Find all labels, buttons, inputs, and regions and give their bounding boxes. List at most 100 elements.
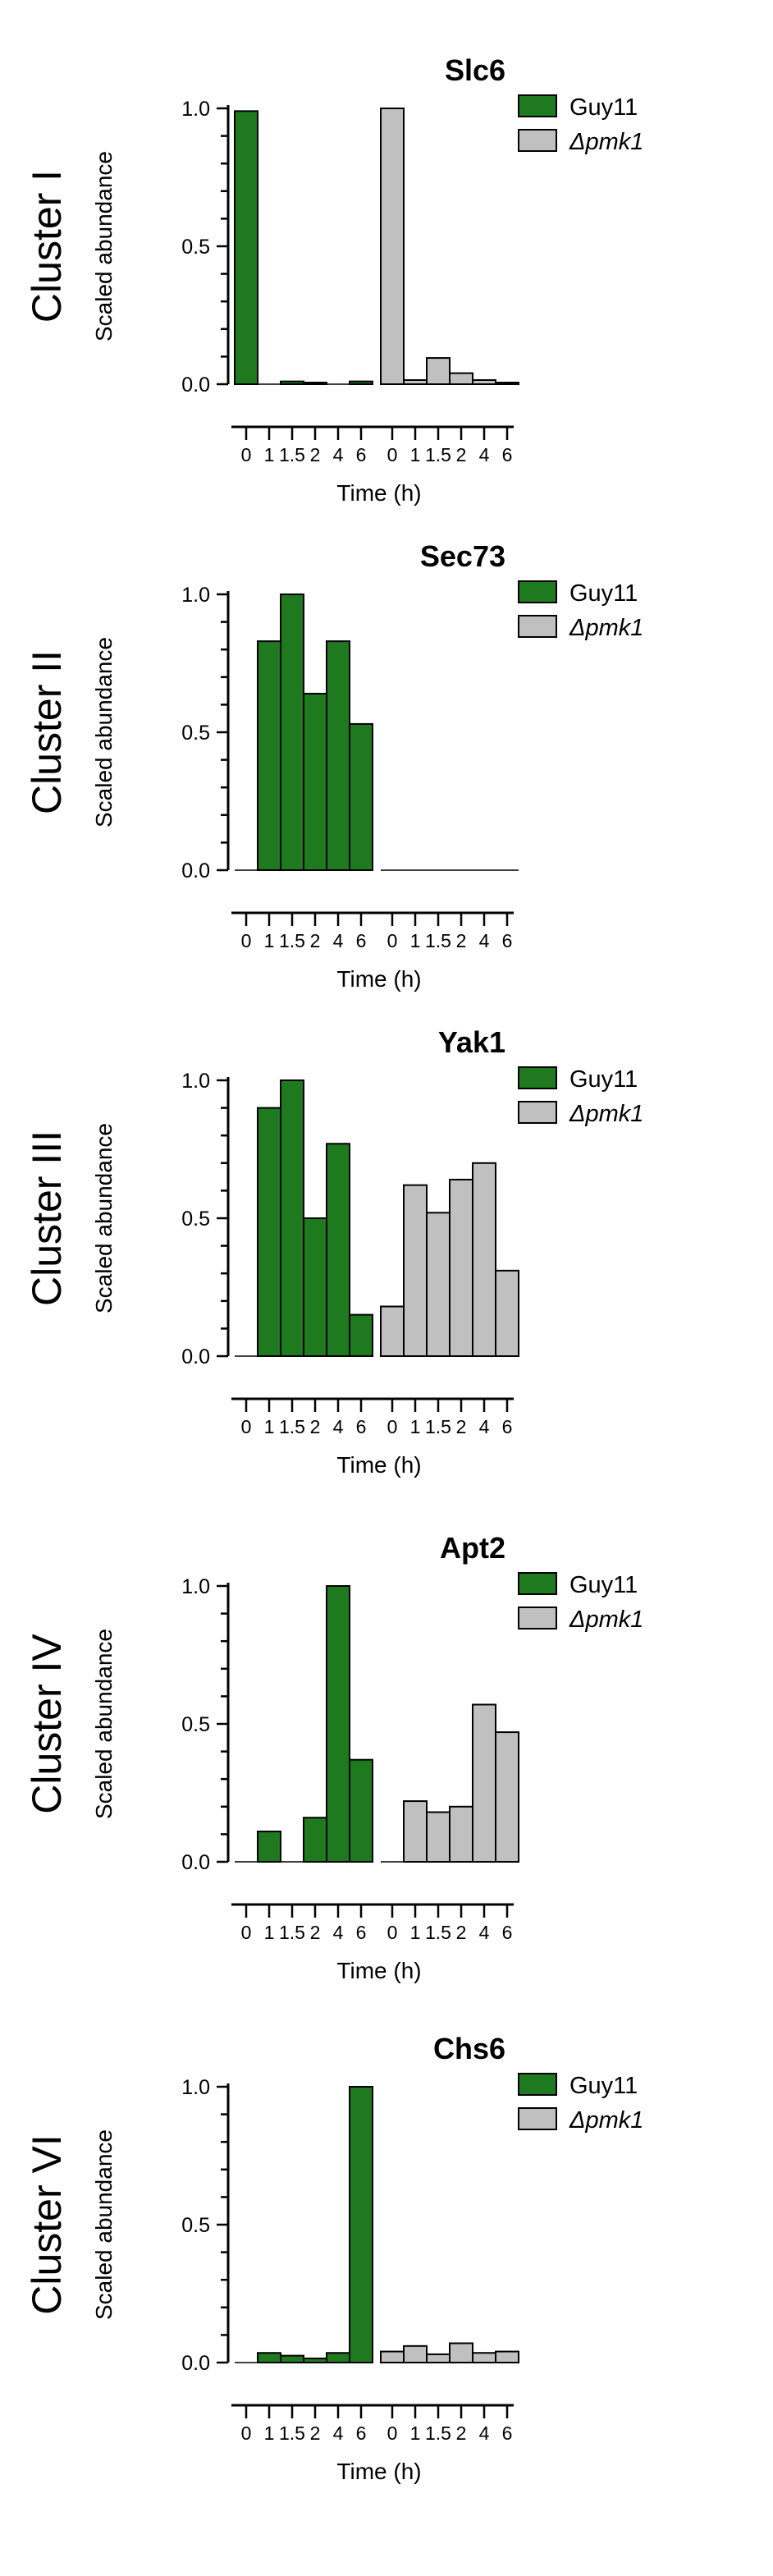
x-tick-label: 4: [479, 444, 490, 465]
bar-guy11-1: [257, 1107, 281, 1357]
chart-panel-5: Cluster VI Scaled abundance Chs6 0.0 0.5 1.0 0…: [24, 2032, 643, 2484]
bar-guy11-4: [326, 1585, 350, 1863]
bar-guy11-1.5: [280, 594, 304, 871]
bar-pmk1-2: [449, 1805, 473, 1863]
bar-guy11-2: [303, 2357, 327, 2363]
x-tick-label: 2: [310, 930, 321, 951]
bar-pmk1-1.5: [426, 2353, 451, 2364]
x-tick-label: 6: [502, 1416, 513, 1437]
y-tick-label: 0.0: [181, 374, 210, 396]
bar-guy11-4: [326, 1143, 350, 1357]
bar-guy11-2: [303, 1817, 327, 1863]
x-tick-label: 0: [387, 2422, 398, 2444]
x-tick-label: 2: [456, 1416, 467, 1437]
chart-panel-2: Cluster II Scaled abundance Sec73 0.0 0.5 1.0…: [24, 539, 643, 992]
x-tick-label: 0: [241, 1922, 252, 1943]
x-tick-label: 2: [310, 1416, 321, 1437]
x-tick-label: 2: [456, 444, 467, 465]
x-tick-label: 4: [479, 1922, 490, 1943]
x-axis-label: Time (h): [336, 966, 421, 992]
bar-guy11-4: [326, 640, 350, 871]
legend-swatch-pmk1: [518, 2107, 557, 2130]
x-tick-label: 1.5: [279, 1922, 305, 1943]
x-tick-label: 2: [456, 1922, 467, 1943]
bar-guy11-2: [303, 1217, 327, 1357]
x-tick-label: 1: [410, 444, 421, 465]
legend-label-pmk1: Δpmk1: [569, 1607, 643, 1633]
chart-title: Sec73: [420, 539, 505, 573]
bar-guy11-4: [326, 2352, 350, 2363]
x-tick-label: 4: [333, 930, 344, 951]
bar-guy11-2: [303, 692, 327, 871]
x-tick-label: 1.5: [279, 930, 305, 951]
y-tick-label: 1.0: [181, 2076, 210, 2099]
x-tick-label: 1: [410, 1416, 421, 1437]
x-tick-label: 6: [502, 444, 513, 465]
legend-swatch-guy11: [518, 580, 557, 603]
x-tick-label: 1.5: [425, 444, 451, 465]
chart-title: Yak1: [438, 1025, 505, 1059]
bar-guy11-1: [257, 2352, 281, 2363]
bar-guy11-6: [349, 1313, 373, 1358]
chart-panel-3: Cluster III Scaled abundance Yak1 0.0 0.5 1.0…: [24, 1025, 643, 1478]
x-axis-label: Time (h): [336, 2459, 421, 2484]
x-tick-label: 1: [410, 1922, 421, 1943]
bar-guy11-0: [234, 110, 258, 386]
bar-pmk1-6: [495, 1731, 519, 1863]
x-axis-label: Time (h): [336, 1452, 421, 1478]
x-tick-label: 1.5: [425, 1922, 451, 1943]
x-axis-label: Time (h): [336, 480, 421, 506]
chart-title: Apt2: [440, 1531, 505, 1565]
legend-label-guy11: Guy11: [569, 2073, 638, 2099]
bar-pmk1-0: [380, 1305, 405, 1357]
bar-pmk1-1.5: [426, 1811, 451, 1863]
bar-pmk1-1: [403, 2345, 428, 2363]
chart-title: Chs6: [433, 2032, 505, 2065]
x-tick-label: 1: [264, 930, 275, 951]
bar-pmk1-6: [495, 1269, 519, 1357]
cluster-label: Cluster II: [24, 650, 70, 814]
x-tick-label: 1: [264, 1416, 275, 1437]
x-tick-label: 2: [310, 2422, 321, 2444]
x-tick-label: 0: [387, 1416, 398, 1437]
x-tick-label: 2: [310, 1922, 321, 1943]
y-tick-label: 0.5: [181, 236, 210, 259]
legend-label-guy11: Guy11: [569, 1066, 638, 1093]
bar-guy11-1.5: [280, 1079, 304, 1357]
bar-guy11-6: [349, 1758, 373, 1863]
legend-swatch-guy11: [518, 2073, 557, 2096]
x-tick-label: 2: [310, 444, 321, 465]
x-tick-label: 1.5: [425, 2422, 451, 2444]
x-tick-label: 1: [410, 930, 421, 951]
legend-label-pmk1: Δpmk1: [569, 129, 643, 155]
x-tick-label: 6: [356, 444, 367, 465]
x-tick-label: 6: [356, 930, 367, 951]
x-tick-label: 0: [241, 444, 252, 465]
bar-pmk1-4: [472, 1703, 496, 1863]
x-tick-label: 1.5: [279, 2422, 305, 2444]
x-tick-label: 1.5: [279, 444, 305, 465]
bar-pmk1-1.5: [426, 1212, 451, 1357]
legend-swatch-guy11: [518, 1066, 557, 1089]
legend-swatch-pmk1: [518, 1101, 557, 1124]
bar-pmk1-4: [472, 2352, 496, 2363]
x-tick-label: 1: [410, 2422, 421, 2444]
x-tick-label: 1: [264, 444, 275, 465]
legend-label-guy11: Guy11: [569, 580, 638, 607]
y-tick-label: 1.0: [181, 1070, 210, 1093]
bar-guy11-1.5: [280, 2354, 304, 2364]
x-tick-label: 6: [502, 1922, 513, 1943]
y-axis-label: Scaled abundance: [91, 1123, 117, 1313]
x-tick-label: 0: [387, 1922, 398, 1943]
x-tick-label: 6: [502, 2422, 513, 2444]
x-tick-label: 4: [479, 930, 490, 951]
x-tick-label: 1.5: [279, 1416, 305, 1437]
y-tick-label: 0.5: [181, 2214, 210, 2237]
legend-swatch-guy11: [518, 1572, 557, 1595]
y-axis-label: Scaled abundance: [91, 2129, 117, 2320]
bar-pmk1-6: [495, 2350, 519, 2363]
y-axis-label: Scaled abundance: [91, 151, 117, 341]
